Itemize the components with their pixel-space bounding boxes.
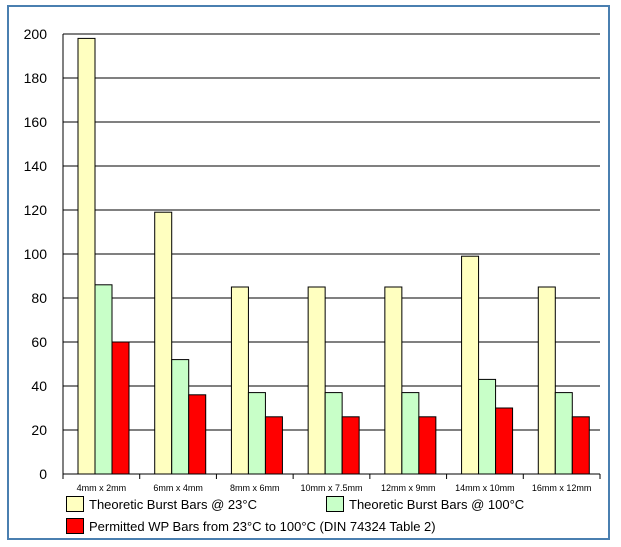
bar-100c: [478, 378, 497, 475]
bar-permitted: [571, 416, 590, 475]
legend-item-100c: Theoretic Burst Bars @ 100°C: [326, 496, 524, 512]
y-tick-label: 100: [24, 246, 48, 262]
bar-23c: [384, 286, 403, 475]
bar-permitted: [188, 394, 207, 475]
x-tick-label: 14mm x 10mm: [455, 483, 515, 493]
y-tick-label: 180: [24, 70, 48, 86]
bar-permitted: [341, 416, 360, 475]
x-tick-label: 4mm x 2mm: [77, 483, 127, 493]
bar-100c: [401, 392, 420, 475]
x-tick-label: 10mm x 7.5mm: [300, 483, 362, 493]
bar-23c: [461, 255, 480, 475]
y-tick-label: 20: [31, 422, 47, 438]
legend-swatch-100c: [326, 496, 344, 512]
y-tick-label: 40: [31, 378, 47, 394]
y-tick-label: 200: [24, 26, 48, 42]
y-tick-label: 80: [31, 290, 47, 306]
bar-23c: [537, 286, 556, 475]
y-tick-label: 120: [24, 202, 48, 218]
x-tick-label: 6mm x 4mm: [153, 483, 203, 493]
legend-swatch-permitted: [66, 518, 84, 534]
bar-23c: [230, 286, 249, 475]
legend-label-permitted: Permitted WP Bars from 23°C to 100°C (DI…: [89, 518, 436, 534]
bar-permitted: [111, 341, 130, 475]
bar-permitted: [418, 416, 437, 475]
legend-item-permitted: Permitted WP Bars from 23°C to 100°C (DI…: [66, 518, 436, 534]
bar-23c: [77, 37, 96, 475]
bar-23c: [307, 286, 326, 475]
bar-100c: [94, 284, 113, 475]
y-tick-label: 60: [31, 334, 47, 350]
legend-label-100c: Theoretic Burst Bars @ 100°C: [349, 496, 525, 512]
y-tick-label: 140: [24, 158, 48, 174]
bar-23c: [154, 211, 173, 475]
x-tick-label: 8mm x 6mm: [230, 483, 280, 493]
bar-permitted: [495, 407, 514, 475]
bar-100c: [247, 392, 266, 475]
legend-item-23c: Theoretic Burst Bars @ 23°C: [66, 496, 257, 512]
bar-permitted: [264, 416, 283, 475]
legend-label-23c: Theoretic Burst Bars @ 23°C: [89, 496, 257, 512]
x-tick-label: 12mm x 9mm: [381, 483, 436, 493]
y-tick-label: 160: [24, 114, 48, 130]
y-tick-label: 0: [39, 466, 47, 482]
legend-swatch-23c: [66, 496, 84, 512]
bar-100c: [171, 359, 190, 475]
bar-100c: [554, 392, 573, 475]
bar-100c: [324, 392, 343, 475]
x-tick-label: 16mm x 12mm: [532, 483, 592, 493]
